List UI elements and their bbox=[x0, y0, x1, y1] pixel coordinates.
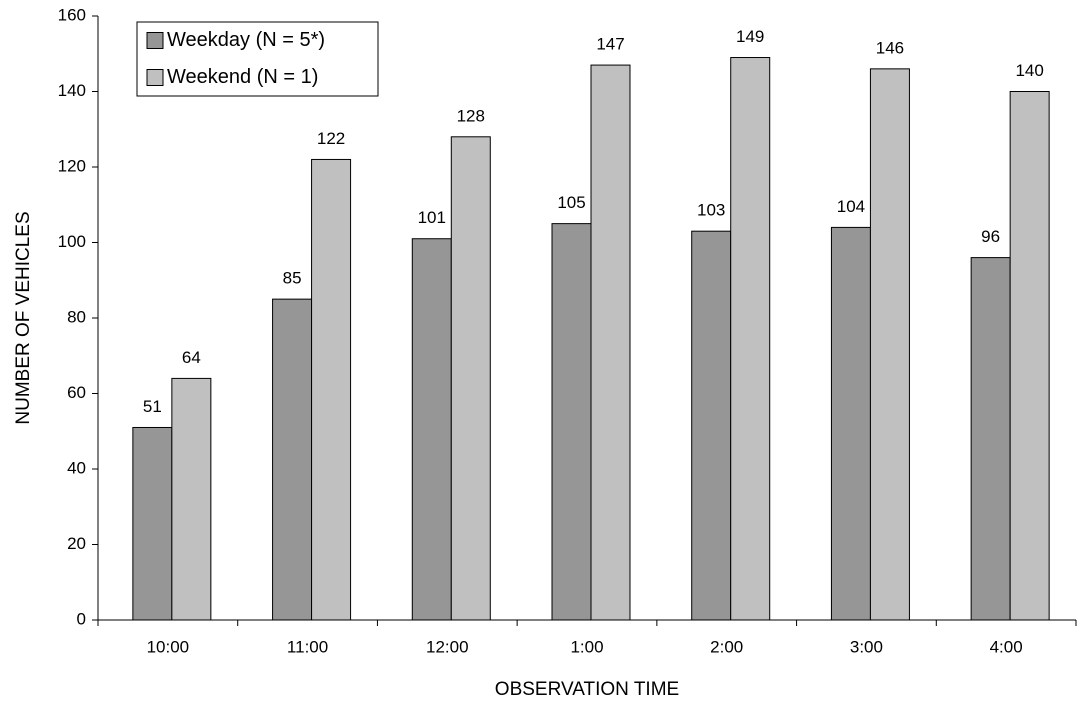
data-label: 146 bbox=[876, 38, 904, 57]
data-label: 149 bbox=[736, 27, 764, 46]
bar bbox=[830, 226, 871, 621]
y-tick-label: 0 bbox=[77, 609, 86, 628]
x-tick-label: 1:00 bbox=[570, 637, 603, 656]
bar bbox=[411, 238, 452, 621]
data-label: 122 bbox=[317, 129, 345, 148]
bar bbox=[272, 298, 313, 621]
y-tick-label: 140 bbox=[58, 81, 86, 100]
bar bbox=[590, 64, 631, 621]
bar bbox=[1009, 91, 1050, 621]
x-axis-title: OBSERVATION TIME bbox=[495, 679, 679, 700]
y-tick-label: 80 bbox=[67, 307, 86, 326]
bar bbox=[551, 223, 592, 621]
data-label: 64 bbox=[182, 348, 201, 367]
legend-label: Weekday (N = 5*) bbox=[167, 29, 325, 51]
data-label: 104 bbox=[837, 197, 865, 216]
data-label: 103 bbox=[697, 201, 725, 220]
legend-swatch bbox=[146, 32, 164, 49]
bar bbox=[311, 158, 352, 621]
y-tick-label: 60 bbox=[67, 383, 86, 402]
bar bbox=[450, 136, 491, 621]
y-axis-title: NUMBER OF VEHICLES bbox=[13, 211, 34, 424]
data-label: 96 bbox=[981, 227, 1000, 246]
x-tick-label: 11:00 bbox=[287, 637, 328, 656]
y-tick-label: 160 bbox=[58, 5, 86, 24]
data-label: 147 bbox=[596, 35, 624, 54]
legend-box bbox=[136, 21, 379, 97]
x-tick-label: 4:00 bbox=[990, 637, 1023, 656]
x-tick-label: 10:00 bbox=[147, 637, 190, 656]
legend-label: Weekend (N = 1) bbox=[167, 66, 318, 88]
bar bbox=[869, 68, 910, 621]
data-label: 105 bbox=[557, 193, 585, 212]
x-tick-label: 12:00 bbox=[426, 637, 469, 656]
y-tick-label: 100 bbox=[58, 232, 86, 251]
y-tick-label: 20 bbox=[67, 534, 86, 553]
legend-swatch bbox=[146, 69, 164, 86]
data-label: 140 bbox=[1015, 61, 1043, 80]
bar bbox=[730, 57, 771, 621]
data-label: 128 bbox=[457, 106, 485, 125]
bar bbox=[171, 377, 212, 621]
bar bbox=[970, 257, 1011, 621]
x-tick-label: 3:00 bbox=[850, 637, 883, 656]
data-label: 85 bbox=[283, 269, 302, 288]
x-tick-label: 2:00 bbox=[710, 637, 743, 656]
data-label: 101 bbox=[418, 208, 446, 227]
y-tick-label: 120 bbox=[58, 156, 86, 175]
y-tick-label: 40 bbox=[67, 458, 86, 477]
bar bbox=[132, 426, 173, 621]
data-label: 51 bbox=[143, 397, 162, 416]
bar bbox=[691, 230, 732, 621]
